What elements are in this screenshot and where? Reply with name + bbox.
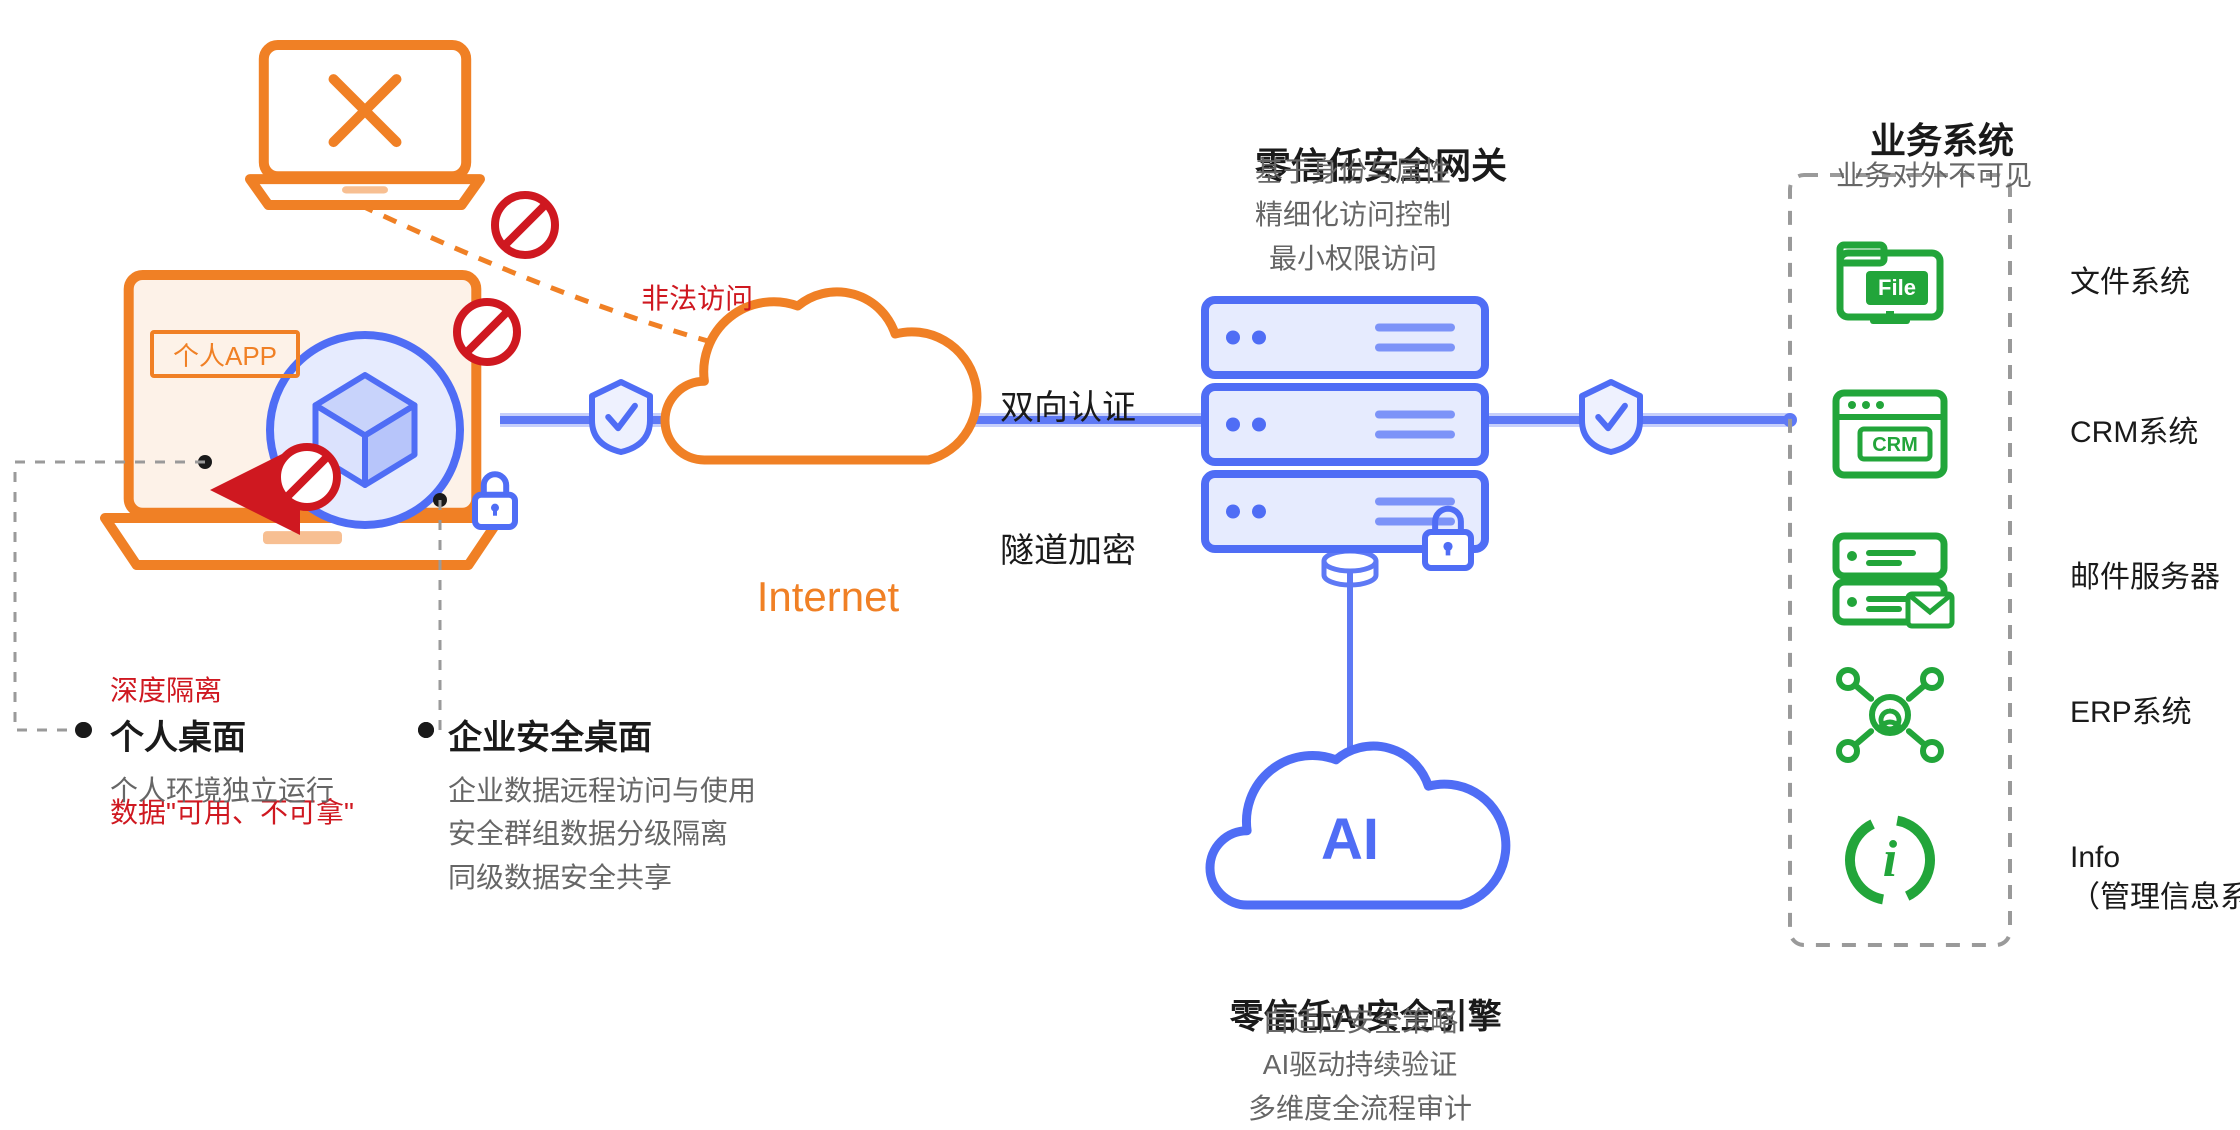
business-item-label: CRM系统 — [2070, 413, 2198, 454]
ai-engine-sub: 自适应安全策略AI驱动持续验证多维度全流程审计 — [1248, 1000, 1472, 1130]
callout-enterprise-sub-line: 同级数据安全共享 — [448, 856, 756, 899]
personal-app-badge-text: 个人APP — [173, 336, 277, 373]
gateway-sub-line: 精细化访问控制 — [1255, 193, 1451, 236]
svg-text:AI: AI — [1321, 807, 1379, 872]
callout-personal: 个人桌面 个人环境独立运行 — [110, 710, 334, 809]
callout-enterprise-sub: 企业数据远程访问与使用安全群组数据分级隔离同级数据安全共享 — [448, 769, 756, 899]
illegal-access-label: 非法访问 — [610, 245, 753, 349]
svg-text:File: File — [1878, 275, 1916, 300]
callout-enterprise-title: 企业安全桌面 — [448, 710, 756, 759]
business-item-label: ERP系统 — [2070, 693, 2192, 734]
business-subtitle: 业务对外不可见 — [1805, 122, 2032, 226]
illegal-access-text: 非法访问 — [641, 283, 753, 314]
tunnel-line2: 隧道加密 — [1000, 528, 1136, 576]
internet-text: Internet — [757, 573, 899, 620]
business-item-label: Info （管理信息系统） — [2070, 838, 2240, 919]
ai-sub-line: AI驱动持续验证 — [1248, 1043, 1472, 1086]
business-item-label: 邮件服务器 — [2070, 558, 2220, 599]
callout-enterprise: 企业安全桌面 企业数据远程访问与使用安全群组数据分级隔离同级数据安全共享 — [448, 710, 756, 899]
ai-sub-line: 多维度全流程审计 — [1248, 1087, 1472, 1130]
tunnel-label: 双向认证 隧道加密 — [1000, 290, 1136, 671]
callout-personal-sub: 个人环境独立运行 — [110, 769, 334, 809]
personal-app-badge: 个人APP — [150, 330, 300, 378]
svg-text:i: i — [1883, 831, 1898, 888]
bullet-icon — [76, 722, 92, 738]
gateway-sub-line: 最小权限访问 — [1255, 237, 1451, 280]
business-subtitle-text: 业务对外不可见 — [1836, 160, 2032, 191]
business-item-label: 文件系统 — [2070, 263, 2190, 304]
isolation-line1: 深度隔离 — [110, 671, 354, 712]
callout-enterprise-sub-line: 企业数据远程访问与使用 — [448, 769, 756, 812]
bullet-icon — [418, 722, 434, 738]
svg-text:CRM: CRM — [1872, 434, 1918, 456]
callout-enterprise-sub-line: 安全群组数据分级隔离 — [448, 812, 756, 855]
tunnel-line1: 双向认证 — [1000, 385, 1136, 433]
internet-label: Internet — [710, 525, 899, 669]
ai-sub-line: 自适应安全策略 — [1248, 1000, 1472, 1043]
gateway-sub-line: 基于身份与属性 — [1255, 150, 1451, 193]
callout-personal-title: 个人桌面 — [110, 710, 334, 759]
gateway-sub: 基于身份与属性精细化访问控制最小权限访问 — [1255, 150, 1451, 280]
